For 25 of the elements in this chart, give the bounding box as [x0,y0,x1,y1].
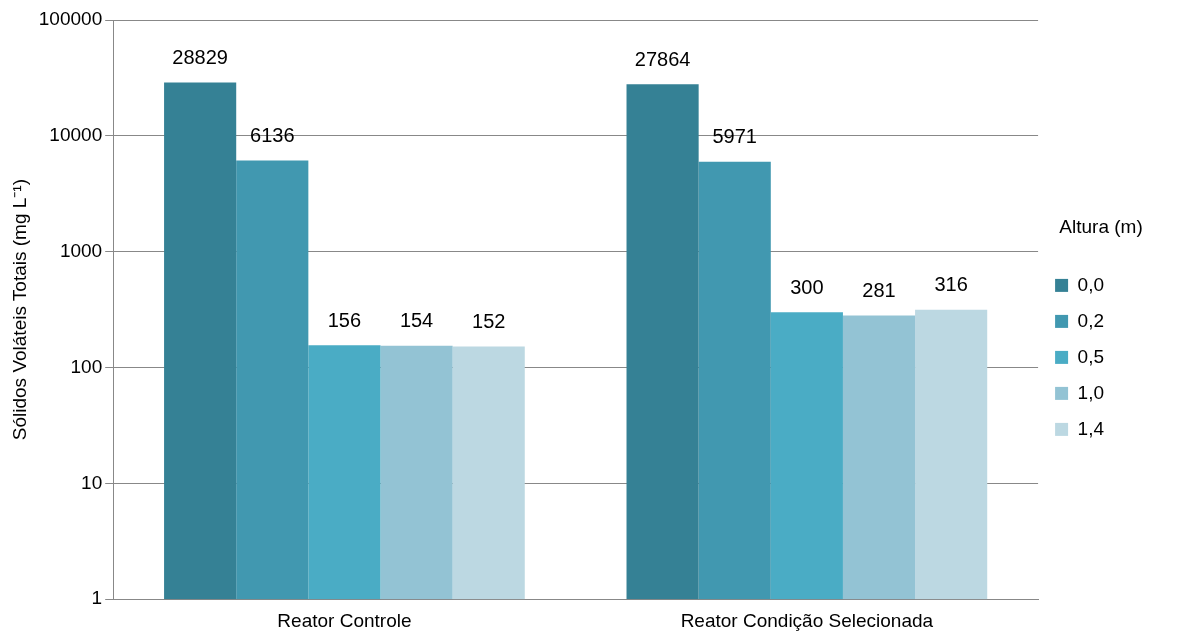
y-tick-label: 1 [91,587,103,609]
data-label: 156 [327,308,362,331]
data-label: 281 [862,279,896,302]
y-tick-label: 100 [70,355,103,377]
data-label: 6136 [250,123,295,146]
x-tick-label: Reator Controle [277,609,412,631]
data-label: 27864 [634,47,691,70]
data-label: 152 [472,309,506,332]
data-label: 5971 [712,125,757,148]
legend-label: 1,0 [1077,381,1105,403]
y-tick-label: 100000 [38,8,103,30]
legend-label: 0,0 [1077,273,1105,295]
legend-label: 0,2 [1077,309,1105,331]
data-label: 316 [934,273,968,296]
y-tick-label: 10000 [49,124,103,146]
y-axis-title: Sólidos Voláteis Totais (mg L⁻¹) [8,178,30,441]
data-label: 300 [790,275,824,298]
x-tick-label: Reator Condição Selecionada [680,609,934,631]
data-label: 154 [399,309,434,332]
legend-label: 1,4 [1077,417,1105,439]
legend-label: 0,5 [1077,345,1105,367]
y-tick-label: 1000 [59,239,103,261]
legend-title: Altura (m) [1059,215,1143,237]
y-tick-label: 10 [81,471,103,493]
data-label: 28829 [172,46,228,69]
